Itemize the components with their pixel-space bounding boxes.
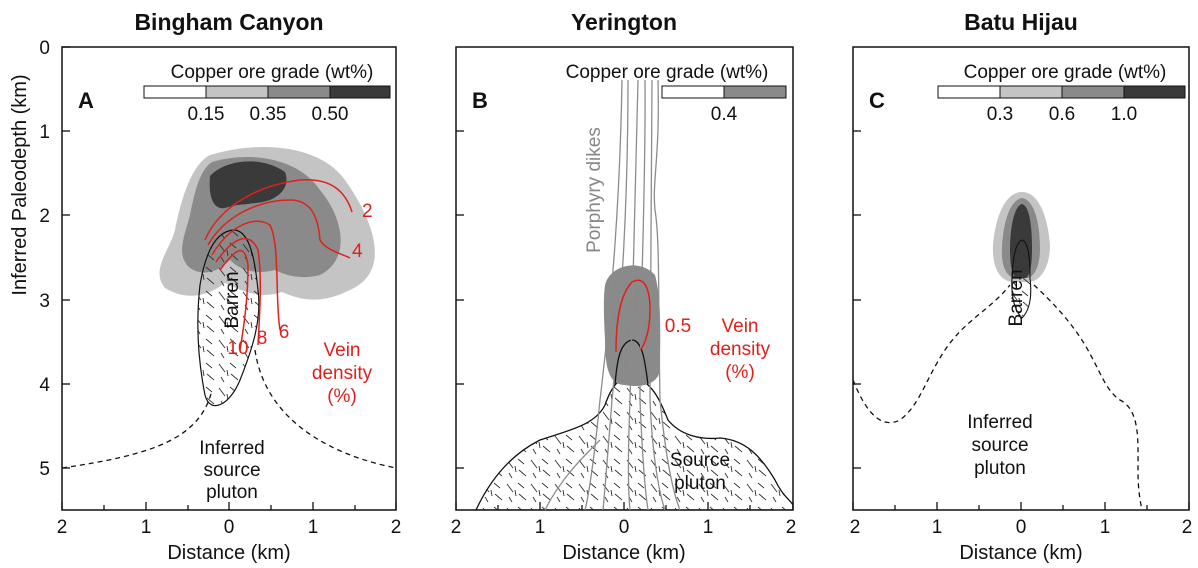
x-tick-label: 1 [535,517,546,538]
y-axis-ticks [853,130,861,469]
legend-tick: 0.6 [1049,104,1075,125]
y-tick-label: 5 [39,459,50,480]
legend-swatch-medium [1061,85,1125,99]
vein-density-label: (%) [327,386,357,407]
y-axis-ticks [456,130,464,469]
x-axis-label: Distance (km) [167,542,290,564]
legend-swatch-none [937,85,1001,99]
x-axis-label: Distance (km) [562,542,685,564]
x-tick-label: 2 [451,517,462,538]
x-tick-label: 1 [308,517,319,538]
panel-letter: A [78,88,94,113]
vein-density-contours [204,179,353,351]
y-tick-label: 0 [39,38,50,59]
x-axis-label: Distance (km) [959,542,1082,564]
x-tick-label: 2 [57,517,68,538]
legend-tick: 0.15 [188,104,225,125]
contour-label: 4 [352,241,363,262]
pluton-label: pluton [206,482,258,503]
panel-letter: C [869,88,885,113]
x-tick-label: 2 [391,517,402,538]
panel-letter: B [472,88,488,113]
pluton-label: source [203,460,260,481]
legend-swatch-high [1123,85,1186,99]
porphyry-dikes [544,79,681,510]
panel-title: Yerington [571,9,677,35]
contour-label: 8 [257,328,268,349]
panel-batu-hijau: Batu Hijau Copper ore grade (wt%) 0.3 0.… [850,9,1193,564]
legend-tick: 0.3 [987,104,1013,125]
vein-density-label: density [710,339,771,360]
x-axis-ticks [455,502,794,510]
x-axis-ticks [852,502,1190,510]
pluton-label: pluton [974,458,1026,479]
pluton-boundary [62,349,396,469]
pluton-label: source [971,435,1028,456]
x-tick-label: 2 [1182,517,1193,538]
barren-core [1011,239,1032,319]
vein-density-label: Vein [324,340,361,361]
y-tick-label: 1 [39,122,50,143]
y-tick-label: 3 [39,291,50,312]
x-tick-label: 0 [1016,517,1027,538]
legend-swatch-none [661,85,725,99]
panel-title: Bingham Canyon [134,9,323,35]
legend-swatch-high [329,85,391,99]
vein-density-label: Vein [722,316,759,337]
vein-density-contour [615,279,651,353]
x-tick-label: 1 [703,517,714,538]
vein-density-label: density [312,363,373,384]
legend-tick: 0.50 [312,104,349,125]
x-axis-ticks [61,502,397,510]
x-tick-label: 1 [932,517,943,538]
barren-label: Barren [222,271,243,328]
porphyry-dikes-label: Porphyry dikes [584,127,605,253]
source-pluton [475,376,793,510]
x-tick-label: 1 [141,517,152,538]
legend-swatch-low [999,85,1063,99]
contour-label: 10 [227,338,248,359]
legend-title: Copper ore grade (wt%) [566,62,769,83]
pluton-boundary [853,284,1143,510]
legend-tick: 0.4 [711,104,738,125]
vein-density-label: (%) [725,362,755,383]
x-tick-label: 1 [1100,517,1111,538]
legend-swatch-none [143,85,207,99]
x-tick-label: 2 [786,517,797,538]
contour-label: 6 [279,322,290,343]
legend-title: Copper ore grade (wt%) [171,62,374,83]
legend-tick: 1.0 [1111,104,1137,125]
panel-bingham-canyon: Bingham Canyon Copper ore grad [9,9,401,564]
pluton-label: Inferred [199,438,264,459]
pluton-label: Source [670,450,730,471]
contour-label: 2 [362,201,373,222]
panel-yerington: Yerington Copper ore grade (wt% [451,9,797,564]
barren-label: Barren [1006,269,1027,326]
contour-label: 0.5 [665,316,691,337]
legend-swatch-medium [267,85,331,99]
pluton-label: Inferred [967,412,1032,433]
x-tick-label: 2 [850,517,861,538]
legend-swatch-ore [723,85,787,99]
x-tick-label: 0 [619,517,630,538]
y-axis-ticks [62,46,70,469]
legend-tick: 0.35 [250,104,287,125]
y-axis-label: Inferred Paleodepth (km) [9,74,31,295]
panel-title: Batu Hijau [964,9,1078,35]
x-tick-label: 0 [224,517,235,538]
pluton-label: pluton [674,473,726,494]
y-tick-label: 2 [39,206,50,227]
y-tick-label: 4 [39,375,50,396]
legend-swatch-low [205,85,269,99]
ore-zone-high-grade [209,161,287,209]
legend-title: Copper ore grade (wt%) [964,62,1167,83]
